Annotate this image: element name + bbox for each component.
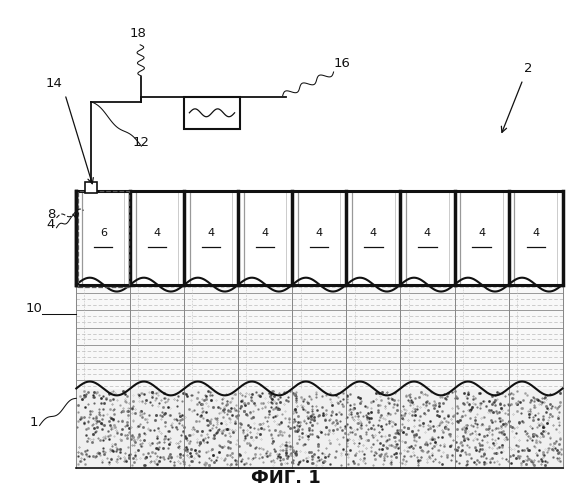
Text: 12: 12 xyxy=(133,136,150,149)
Bar xyxy=(85,182,97,193)
Text: 4: 4 xyxy=(478,228,485,237)
Text: 8: 8 xyxy=(47,208,55,221)
Text: 4: 4 xyxy=(262,228,269,237)
Text: 4: 4 xyxy=(47,218,55,231)
Text: 2: 2 xyxy=(524,62,533,75)
Text: 10: 10 xyxy=(26,302,42,315)
Text: 1: 1 xyxy=(30,416,38,428)
Text: 6: 6 xyxy=(100,228,107,237)
Text: 4: 4 xyxy=(208,228,215,237)
Text: 4: 4 xyxy=(370,228,377,237)
Text: 4: 4 xyxy=(532,228,539,237)
Text: 4: 4 xyxy=(424,228,431,237)
Text: 4: 4 xyxy=(316,228,323,237)
Text: 16: 16 xyxy=(333,57,351,70)
Text: 4: 4 xyxy=(154,228,161,237)
Bar xyxy=(78,190,128,287)
Bar xyxy=(184,96,240,129)
Text: 14: 14 xyxy=(45,77,62,90)
Text: 18: 18 xyxy=(130,28,147,40)
Text: ФИГ. 1: ФИГ. 1 xyxy=(251,470,320,488)
